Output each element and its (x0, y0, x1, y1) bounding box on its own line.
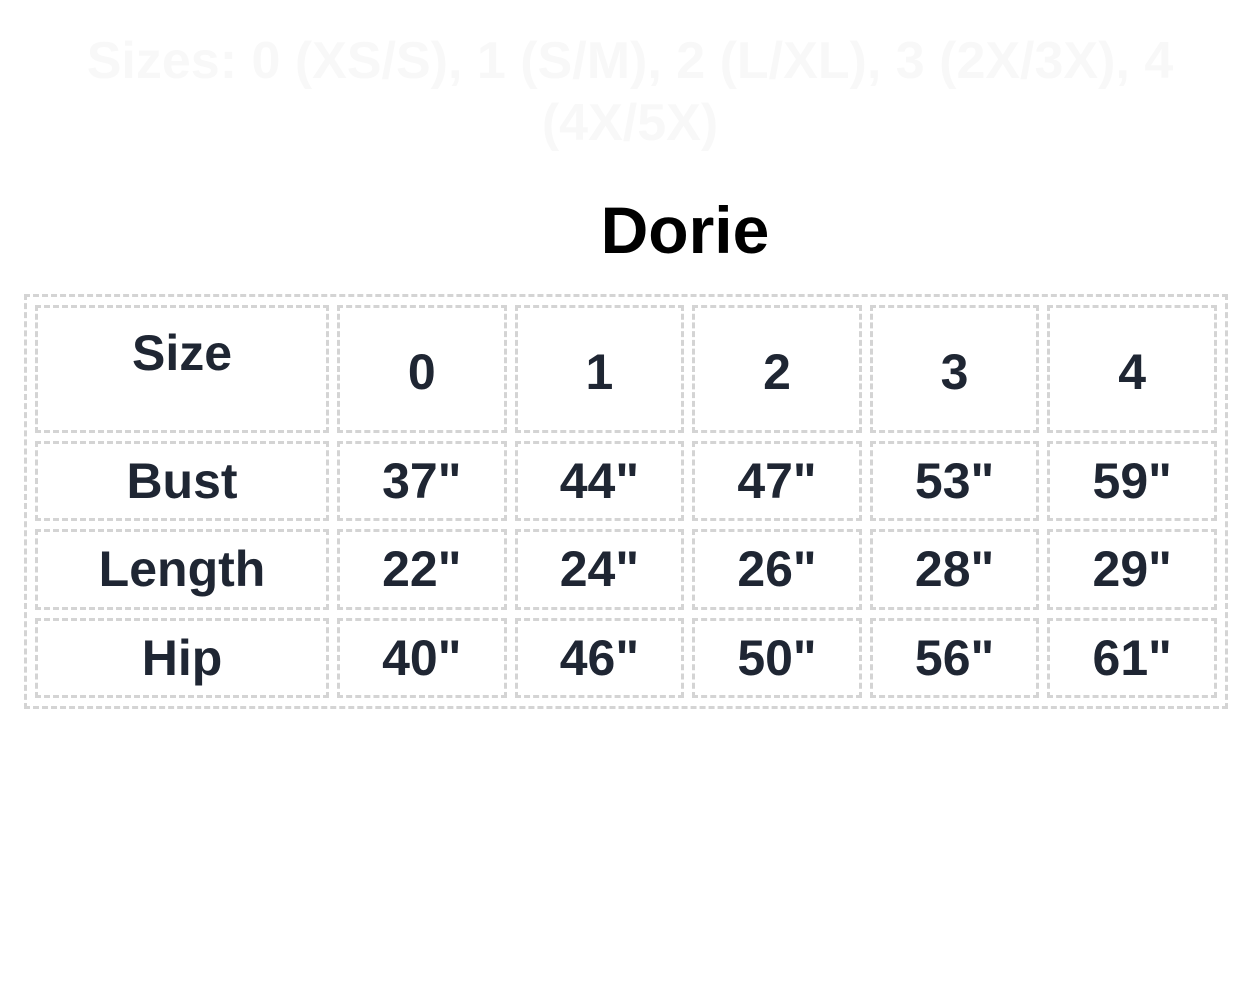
table-cell: 47" (692, 441, 862, 522)
size-chart-table: Size 0 1 2 3 4 Bust 37" 44" 47" 53" 59" … (24, 294, 1228, 709)
table-cell: 26" (692, 529, 862, 610)
table-cell: 28" (869, 529, 1040, 610)
table-cell: 61" (1047, 617, 1217, 698)
faint-size-legend: Sizes: 0 (XS/S), 1 (S/M), 2 (L/XL), 3 (2… (86, 32, 1174, 152)
table-cell: 53" (869, 441, 1040, 522)
table-row: Bust 37" 44" 47" 53" 59" (35, 441, 1217, 522)
table-cell: 24" (514, 529, 685, 610)
row-label: Bust (35, 441, 329, 522)
table-cell: 44" (514, 441, 685, 522)
product-title: Dorie (600, 193, 770, 267)
row-label: Length (35, 529, 329, 610)
header-cell: Size (35, 305, 329, 433)
header-cell: 3 (869, 305, 1040, 433)
header-cell: 4 (1047, 305, 1217, 433)
header-cell: 0 (337, 305, 507, 433)
row-label: Hip (35, 617, 329, 698)
table-cell: 37" (337, 441, 507, 522)
header-cell: 1 (514, 305, 685, 433)
table-row: Hip 40" 46" 50" 56" 61" (35, 617, 1217, 698)
table-header-row: Size 0 1 2 3 4 (35, 305, 1217, 433)
header-cell: 2 (692, 305, 862, 433)
table-cell: 46" (514, 617, 685, 698)
table-cell: 56" (869, 617, 1040, 698)
table-cell: 59" (1047, 441, 1217, 522)
table-cell: 40" (337, 617, 507, 698)
table-cell: 29" (1047, 529, 1217, 610)
table-row: Length 22" 24" 26" 28" 29" (35, 529, 1217, 610)
table-cell: 22" (337, 529, 507, 610)
table-cell: 50" (692, 617, 862, 698)
